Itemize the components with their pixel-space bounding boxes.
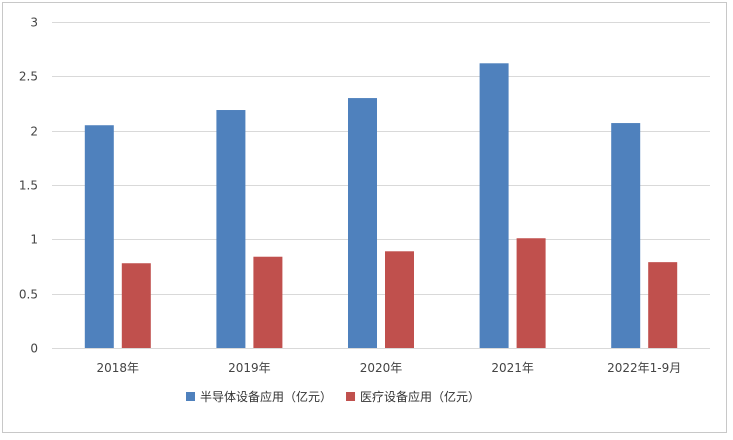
y-tick-label: 0	[30, 342, 38, 356]
x-tick-label: 2021年	[491, 361, 534, 375]
legend-label: 半导体设备应用（亿元）	[200, 389, 332, 404]
y-tick-label: 1	[30, 233, 38, 247]
y-tick-label: 0.5	[19, 288, 38, 302]
bar-medical	[121, 263, 151, 348]
bars	[84, 63, 678, 349]
x-tick-label: 2022年1-9月	[607, 361, 681, 375]
bar-semiconductor	[216, 110, 246, 349]
bar-medical	[385, 251, 414, 348]
legend-swatch	[186, 392, 195, 401]
bar-semiconductor	[84, 125, 114, 348]
x-tick-label: 2019年	[228, 361, 271, 375]
y-axis-ticks: 0 0.5 1 1.5 2 2.5 3	[19, 16, 38, 356]
bar-medical	[648, 262, 678, 348]
bar-semiconductor	[348, 98, 377, 348]
gridlines	[52, 22, 710, 295]
y-tick-label: 2	[30, 125, 38, 139]
x-tick-label: 2020年	[360, 361, 403, 375]
legend: 半导体设备应用（亿元） 医疗设备应用（亿元）	[186, 389, 480, 404]
legend-swatch	[346, 392, 356, 401]
bar-medical	[516, 238, 546, 348]
bar-medical	[253, 256, 283, 348]
legend-label: 医疗设备应用（亿元）	[360, 389, 480, 404]
bar-semiconductor	[479, 63, 509, 348]
x-tick-label: 2018年	[97, 361, 140, 375]
bar-semiconductor	[611, 123, 641, 348]
y-tick-label: 1.5	[19, 179, 38, 193]
y-tick-label: 2.5	[19, 70, 38, 84]
x-axis-ticks: 2018年 2019年 2020年 2021年 2022年1-9月	[97, 361, 682, 375]
y-tick-label: 3	[30, 16, 38, 30]
